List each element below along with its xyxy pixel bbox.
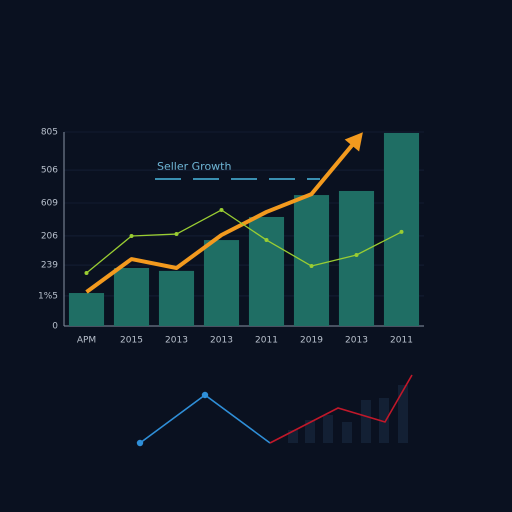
point bbox=[219, 207, 224, 212]
x-tick-label: 2011 bbox=[390, 336, 413, 346]
y-tick-label: 239 bbox=[41, 261, 58, 271]
line bbox=[85, 138, 359, 294]
y-tick-label: 805 bbox=[41, 128, 58, 138]
point bbox=[129, 233, 134, 238]
arrowhead bbox=[344, 132, 363, 152]
point bbox=[174, 232, 179, 237]
x-tick-label: 2019 bbox=[300, 336, 323, 346]
point bbox=[84, 271, 89, 276]
y-tick-label: 1%5 bbox=[38, 291, 58, 301]
point bbox=[399, 229, 404, 234]
point bbox=[309, 264, 314, 269]
x-tick-label: 2013 bbox=[210, 336, 233, 346]
point bbox=[354, 252, 359, 257]
point bbox=[264, 238, 269, 243]
point bbox=[136, 439, 144, 447]
x-tick-label: 2013 bbox=[345, 336, 368, 346]
line bbox=[86, 209, 402, 274]
line bbox=[269, 374, 413, 444]
decor-bars bbox=[288, 385, 408, 443]
x-tick-label: 2011 bbox=[255, 336, 278, 346]
x-tick-label: APM bbox=[77, 336, 96, 346]
x-tick-label: 2013 bbox=[165, 336, 188, 346]
bar bbox=[248, 216, 285, 326]
bar bbox=[383, 132, 420, 326]
y-tick-label: 506 bbox=[41, 166, 58, 176]
bar bbox=[68, 293, 105, 326]
bar bbox=[158, 270, 195, 326]
y-tick-label: 206 bbox=[41, 231, 58, 241]
bar bbox=[203, 240, 240, 326]
point bbox=[201, 391, 209, 399]
y-tick-label: 609 bbox=[41, 199, 58, 209]
x-tick-label: 2015 bbox=[120, 336, 143, 346]
bar bbox=[113, 267, 150, 326]
chart-title: Seller Growth bbox=[157, 160, 231, 173]
bar bbox=[293, 195, 330, 326]
y-tick-label: 0 bbox=[52, 322, 58, 332]
